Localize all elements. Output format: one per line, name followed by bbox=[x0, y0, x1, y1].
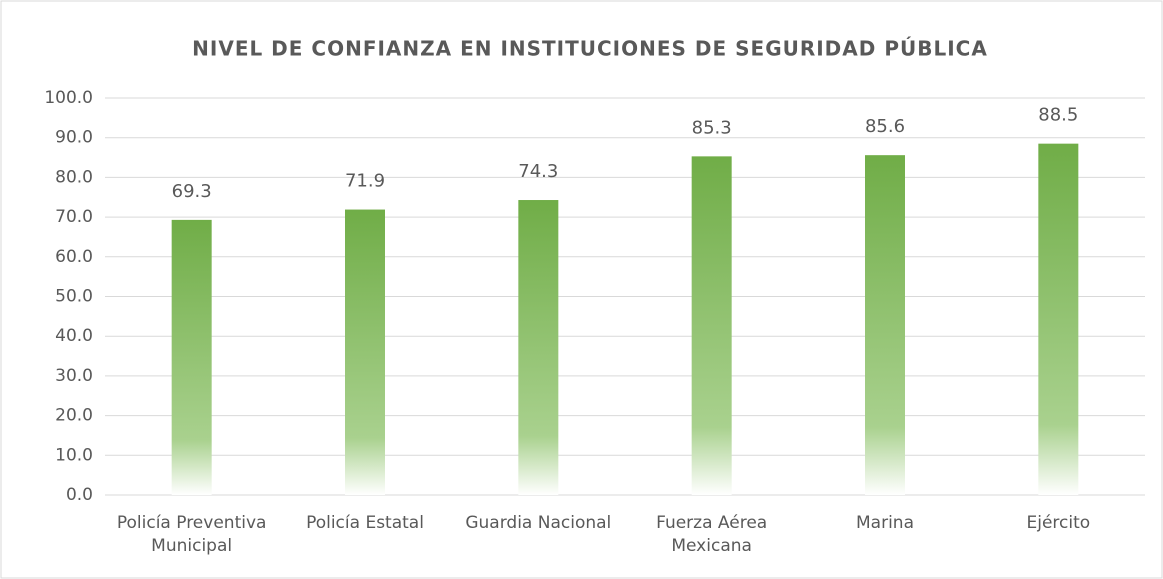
y-tick-label: 10.0 bbox=[55, 445, 93, 465]
y-tick-label: 90.0 bbox=[55, 128, 93, 148]
data-label: 74.3 bbox=[518, 161, 558, 182]
y-tick-label: 70.0 bbox=[55, 207, 93, 227]
bar bbox=[691, 156, 732, 495]
bar bbox=[1038, 143, 1079, 495]
bar bbox=[345, 209, 385, 495]
bar bbox=[171, 219, 212, 495]
y-tick-label: 0.0 bbox=[66, 485, 93, 505]
y-tick-label: 50.0 bbox=[55, 287, 93, 307]
y-tick-label: 20.0 bbox=[55, 406, 93, 426]
x-tick-label: Policía Preventiva Municipal bbox=[116, 513, 267, 556]
x-tick-label: Policía Estatal bbox=[306, 513, 424, 533]
chart-title: NIVEL DE CONFIANZA EN INSTITUCIONES DE S… bbox=[192, 37, 988, 61]
data-label: 88.5 bbox=[1038, 105, 1078, 126]
data-label: 71.9 bbox=[345, 171, 385, 192]
x-tick-label: Ejército bbox=[1026, 513, 1091, 533]
y-tick-label: 100.0 bbox=[44, 88, 93, 108]
y-tick-label: 60.0 bbox=[55, 247, 93, 267]
bar bbox=[865, 155, 905, 495]
y-tick-label: 40.0 bbox=[55, 326, 93, 346]
x-tick-label: Fuerza Aérea Mexicana bbox=[656, 513, 768, 556]
data-label: 85.6 bbox=[865, 116, 905, 137]
y-tick-label: 30.0 bbox=[55, 366, 93, 386]
x-tick-label: Guardia Nacional bbox=[465, 513, 612, 533]
y-tick-label: 80.0 bbox=[55, 167, 93, 187]
bar bbox=[518, 200, 559, 496]
data-label: 85.3 bbox=[692, 117, 732, 138]
x-tick-label: Marina bbox=[856, 513, 914, 533]
data-label: 69.3 bbox=[172, 181, 212, 202]
